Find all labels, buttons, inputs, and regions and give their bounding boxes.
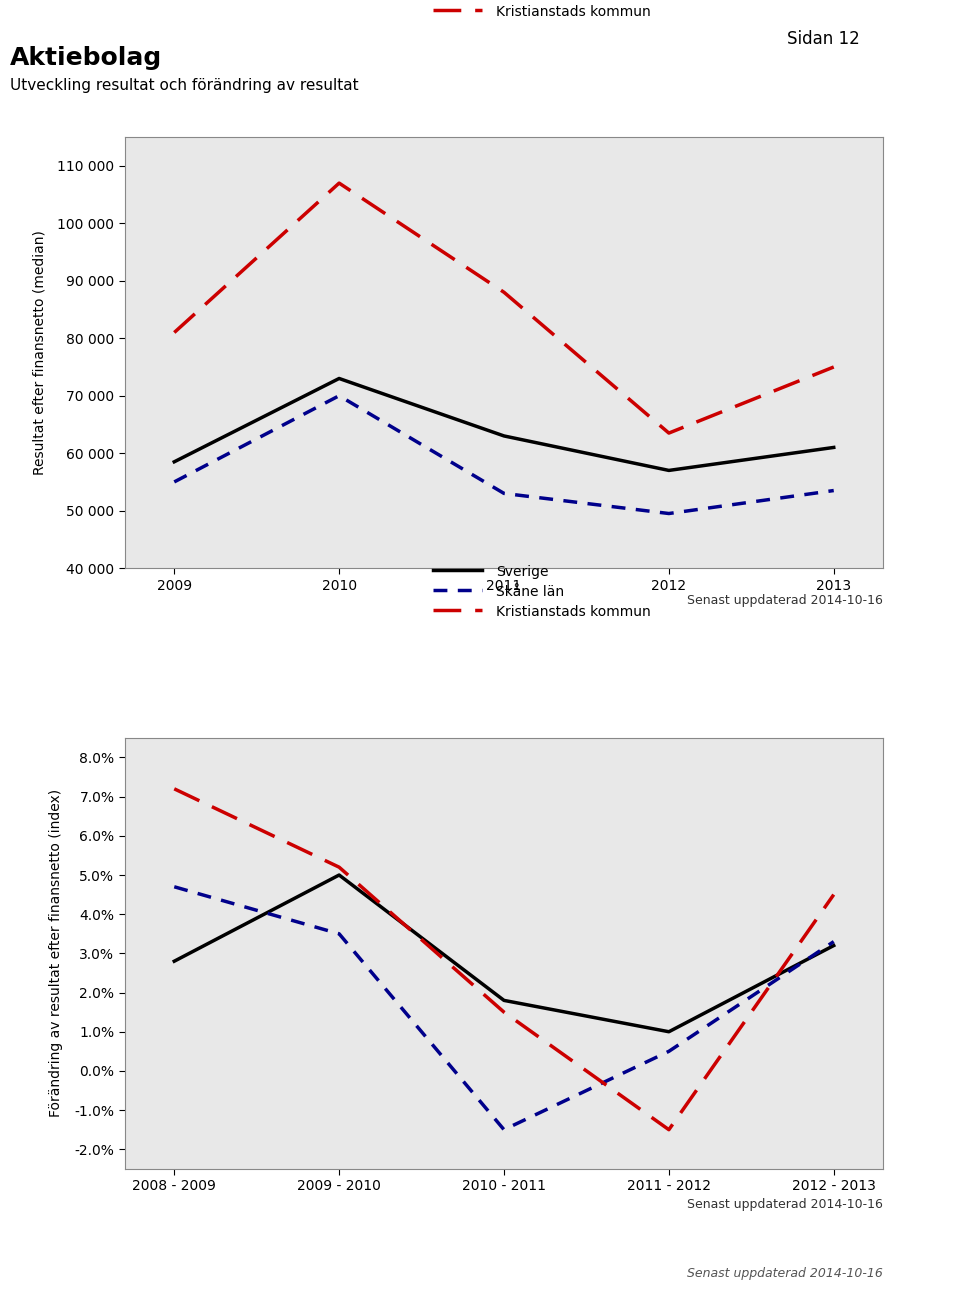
Text: Aktiebolag: Aktiebolag bbox=[10, 46, 162, 69]
Y-axis label: Förändring av resultat efter finansnetto (index): Förändring av resultat efter finansnetto… bbox=[49, 789, 63, 1118]
Y-axis label: Resultat efter finansnetto (median): Resultat efter finansnetto (median) bbox=[32, 230, 46, 475]
Text: Senast uppdaterad 2014-10-16: Senast uppdaterad 2014-10-16 bbox=[687, 1198, 883, 1211]
Legend: Sverige, Skåne län, Kristianstads kommun: Sverige, Skåne län, Kristianstads kommun bbox=[433, 564, 651, 619]
Legend: Sverige, Skåne län, Kristianstads kommun: Sverige, Skåne län, Kristianstads kommun bbox=[433, 0, 651, 18]
Text: Utveckling resultat och förändring av resultat: Utveckling resultat och förändring av re… bbox=[10, 78, 358, 93]
Text: Sidan 12: Sidan 12 bbox=[787, 30, 860, 48]
Text: Senast uppdaterad 2014-10-16: Senast uppdaterad 2014-10-16 bbox=[687, 594, 883, 607]
Text: Senast uppdaterad 2014-10-16: Senast uppdaterad 2014-10-16 bbox=[687, 1267, 883, 1280]
